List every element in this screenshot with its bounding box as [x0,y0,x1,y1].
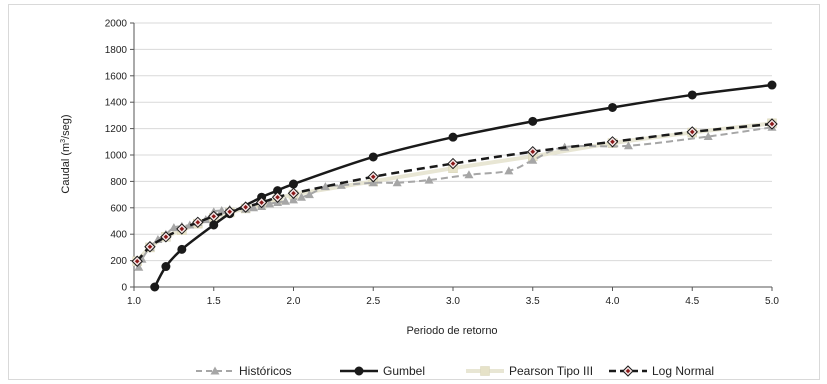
x-tick-label: 5.0 [765,296,779,307]
data-point-historicos [304,190,314,199]
x-tick-labels: 1.0 1.5 2.0 2.5 3.0 3.5 4.0 4.5 5.0 [127,296,779,307]
x-tick-label: 1.5 [207,296,221,307]
y-tick-label: 1000 [105,151,128,162]
data-point-historicos [185,220,195,229]
y-tick-label: 800 [110,177,127,188]
data-point-historicos [320,182,330,191]
data-point-historicos [265,199,275,208]
series-historicos [134,122,777,271]
y-tick-label: 1400 [105,98,128,109]
data-point-gumbel [161,262,171,272]
data-point-log-normal-core [370,174,376,180]
chart-frame [8,4,820,380]
data-point-log-normal-core [291,190,296,196]
data-point-historicos [464,170,474,179]
y-tick-label: 1800 [105,45,128,56]
legend-swatch-marker [480,366,490,376]
data-point-log-normal-core [227,209,232,215]
axes [130,22,773,291]
data-point-log-normal-core [259,200,264,205]
gridlines [134,22,772,262]
data-point-historicos [296,192,306,201]
legend-label: Gumbel [383,364,425,378]
data-point-gumbel [209,220,219,230]
data-point-historicos [134,262,144,271]
y-tick-label: 2000 [105,19,128,30]
legend: Históricos Gumbel Pearson Tipo III Log Norm… [196,364,714,378]
data-point-historicos [289,195,298,204]
x-tick-label: 2.0 [287,296,301,307]
data-point-log-normal-core [179,226,185,232]
data-point-historicos [504,166,514,175]
data-point-log-normal-core [243,204,248,210]
data-point-historicos [281,196,291,205]
data-point-historicos [528,155,538,164]
legend-item-gumbel: Gumbel [340,364,425,378]
data-point-gumbel [448,132,458,142]
legend-swatch-marker [210,366,220,375]
series-line-historicos [137,126,773,268]
series-gumbel [150,80,777,292]
data-point-gumbel [528,116,538,126]
legend-swatch-marker-core [625,368,631,374]
legend-item-log-normal: Log Normal [609,364,714,378]
series-group [131,80,778,292]
legend-item-historicos: Históricos [196,364,292,378]
series-log-normal [131,118,778,267]
data-point-log-normal-core [610,139,615,145]
x-tick-label: 4.5 [685,296,699,307]
series-line-log-normal [136,122,773,263]
data-point-historicos [424,175,434,184]
legend-swatch-marker [354,366,364,376]
data-point-historicos [336,180,346,189]
y-axis-title-suffix: /seg) [60,114,72,138]
legend-label: Históricos [239,364,292,378]
y-tick-label: 0 [121,283,127,294]
legend-item-pearson-tipo-iii: Pearson Tipo III [466,364,593,378]
y-axis-title-prefix: Caudal (m [60,143,72,194]
x-tick-label: 3.5 [526,296,540,307]
legend-label: Pearson Tipo III [509,364,593,378]
series-line-pearson-tipo-iii [135,121,773,263]
y-tick-label: 1600 [105,71,128,82]
y-axis-title-superscript: 3 [60,139,67,143]
data-point-historicos [392,178,402,187]
data-point-historicos [623,141,633,150]
x-tick-label: 2.5 [366,296,380,307]
data-point-log-normal-core [450,161,456,166]
y-tick-labels: 0 200 400 600 800 1000 1200 1400 1600 1800 2000 [105,19,128,294]
data-point-log-normal-core [211,214,217,219]
legend-label: Log Normal [652,364,714,378]
x-tick-label: 3.0 [446,296,460,307]
series-line-gumbel [153,83,773,288]
data-point-gumbel [289,179,298,189]
data-point-log-normal-core [530,149,536,154]
data-point-log-normal-core [275,194,280,200]
data-point-historicos [169,223,179,232]
data-point-gumbel [368,152,378,162]
data-point-log-normal-core [195,220,201,225]
data-point-log-normal-core [134,258,140,264]
x-tick-label: 1.0 [127,296,141,307]
y-tick-label: 400 [110,230,127,241]
data-point-gumbel [608,102,617,112]
data-point-log-normal-core [163,234,169,240]
data-point-gumbel [767,80,777,90]
x-axis-title: Periodo de retorno [406,325,497,337]
data-point-gumbel [177,244,187,254]
x-tick-label: 4.0 [606,296,620,307]
data-point-historicos [703,132,713,141]
data-point-log-normal-core [147,244,153,250]
y-tick-label: 600 [110,203,127,214]
data-point-historicos [249,203,259,212]
y-tick-label: 200 [110,256,127,267]
data-point-gumbel [150,282,160,292]
data-point-gumbel [687,90,697,100]
y-axis-title: Caudal (m3/seg) [60,114,72,193]
data-point-historicos [217,205,227,214]
y-tick-label: 1200 [105,124,128,135]
data-point-log-normal-core [689,129,695,135]
data-point-log-normal-core [769,121,775,127]
